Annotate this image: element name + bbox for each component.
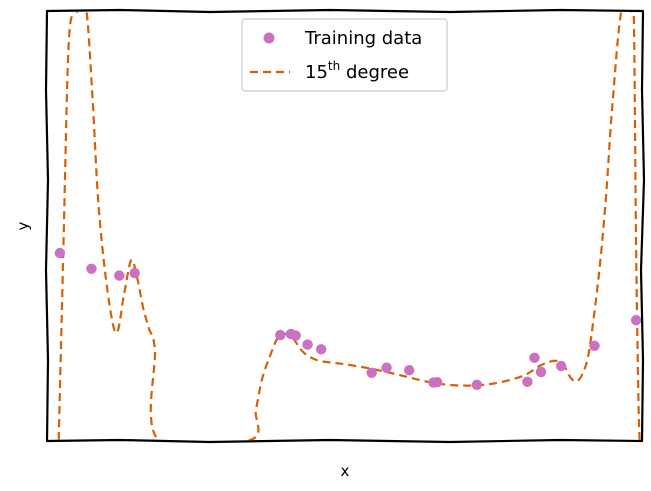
axes-frame bbox=[44, 8, 646, 444]
legend: Training data 15th degree bbox=[241, 18, 448, 92]
training-point bbox=[404, 365, 415, 376]
legend-scatter-marker bbox=[263, 32, 275, 44]
legend-line-label-sup: th bbox=[328, 59, 340, 73]
training-point bbox=[114, 270, 125, 281]
legend-line-label-main: 15 bbox=[305, 62, 328, 83]
y-axis-label: y bbox=[14, 221, 32, 230]
legend-box bbox=[241, 18, 448, 92]
training-point bbox=[529, 352, 540, 363]
training-point bbox=[54, 247, 66, 259]
training-point bbox=[275, 329, 286, 341]
training-point bbox=[290, 330, 301, 341]
training-point bbox=[302, 339, 313, 350]
training-point bbox=[630, 315, 642, 326]
legend-line-label: 15th degree bbox=[305, 59, 409, 83]
training-point bbox=[589, 340, 600, 351]
x-axis-label: x bbox=[341, 462, 350, 480]
training-point bbox=[381, 362, 392, 373]
training-point bbox=[316, 344, 327, 355]
training-point bbox=[556, 360, 567, 372]
legend-scatter-label: Training data bbox=[304, 28, 422, 49]
training-point bbox=[366, 367, 377, 378]
training-point bbox=[535, 366, 547, 378]
legend-line-label-rest: degree bbox=[340, 62, 409, 83]
training-points bbox=[54, 247, 642, 390]
training-point bbox=[471, 379, 483, 390]
training-point bbox=[522, 376, 533, 387]
training-point bbox=[431, 377, 443, 388]
training-point bbox=[86, 263, 97, 274]
training-point bbox=[129, 267, 140, 279]
plot-area bbox=[54, 12, 642, 440]
fit-line-15th-degree bbox=[57, 12, 641, 440]
